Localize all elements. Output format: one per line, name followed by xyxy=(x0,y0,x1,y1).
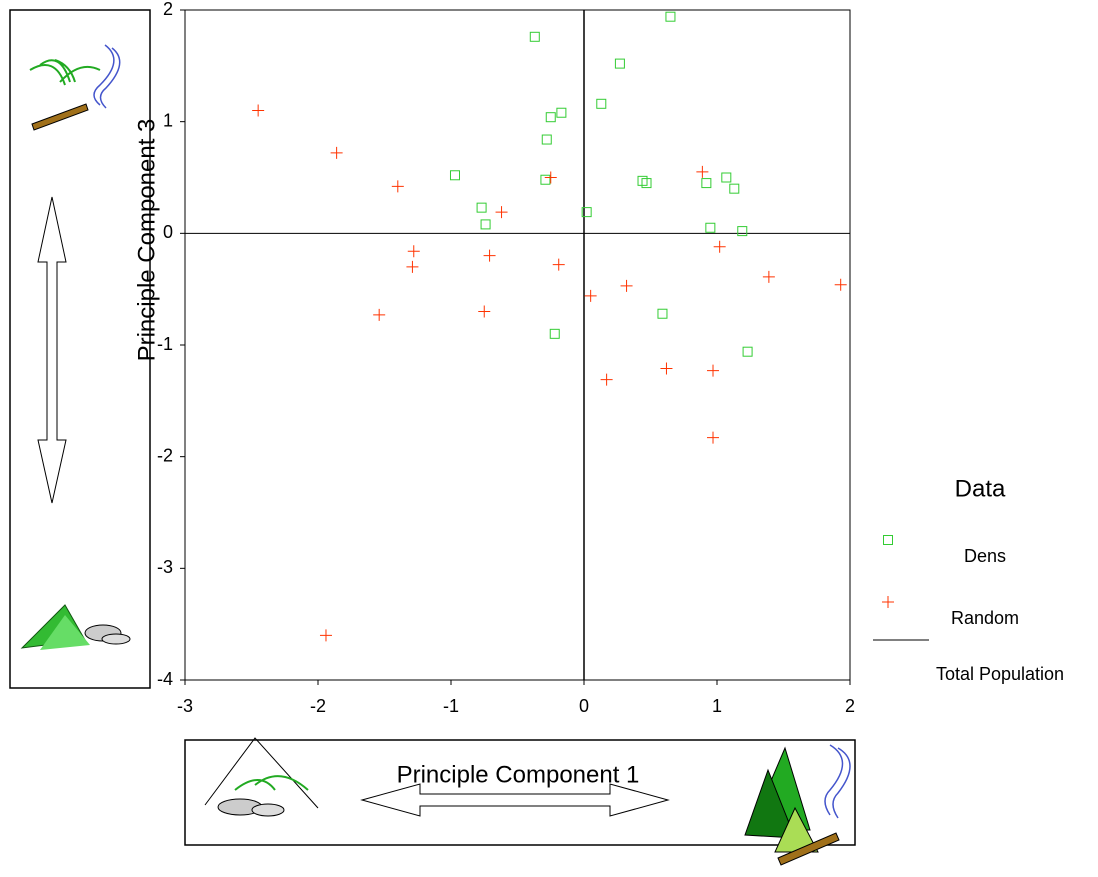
point xyxy=(552,258,565,271)
horizontal-arrow xyxy=(360,783,670,817)
legend-marker xyxy=(883,535,893,545)
y-tick-label: -3 xyxy=(157,557,173,577)
left-panel xyxy=(9,9,151,689)
legend-label: Total Population xyxy=(936,664,1064,684)
point xyxy=(373,308,386,321)
point xyxy=(742,346,753,357)
point xyxy=(596,98,607,109)
forest-icon xyxy=(20,604,131,650)
legend-title: Data xyxy=(955,475,1006,502)
point xyxy=(252,104,265,117)
point xyxy=(637,175,648,186)
point xyxy=(707,364,720,377)
point xyxy=(476,202,487,213)
y-tick-label: 1 xyxy=(163,110,173,130)
x-tick-label: -2 xyxy=(310,696,326,716)
point xyxy=(495,206,508,219)
bottom-panel xyxy=(184,739,856,846)
y-tick-label: -1 xyxy=(157,334,173,354)
point xyxy=(707,431,720,444)
y-tick-label: 2 xyxy=(163,0,173,19)
point xyxy=(721,172,732,183)
point xyxy=(660,362,673,375)
point xyxy=(330,146,343,159)
point xyxy=(614,58,625,69)
x-tick-label: -1 xyxy=(443,696,459,716)
point xyxy=(449,170,460,181)
point xyxy=(478,305,491,318)
point xyxy=(834,278,847,291)
point xyxy=(544,171,557,184)
point xyxy=(713,240,726,253)
legend-label: Dens xyxy=(964,546,1006,566)
x-tick-label: 2 xyxy=(845,696,855,716)
point xyxy=(549,328,560,339)
point xyxy=(483,249,496,262)
point xyxy=(406,260,419,273)
point xyxy=(665,11,676,22)
point xyxy=(480,219,491,230)
x-axis-label: Principle Component 1 xyxy=(397,761,640,788)
point xyxy=(729,183,740,194)
point xyxy=(600,373,613,386)
point xyxy=(657,308,668,319)
tree-icon xyxy=(744,744,851,866)
point xyxy=(541,134,552,145)
x-tick-label: 1 xyxy=(712,696,722,716)
point xyxy=(620,279,633,292)
wet-icon xyxy=(29,44,121,131)
point xyxy=(540,174,551,185)
y-tick-label: -4 xyxy=(157,669,173,689)
point xyxy=(641,178,652,189)
y-tick-label: 0 xyxy=(163,222,173,242)
mountain-icon xyxy=(204,737,319,817)
point xyxy=(529,31,540,42)
point xyxy=(319,629,332,642)
vertical-arrow xyxy=(37,196,67,504)
point xyxy=(391,180,404,193)
plot-frame xyxy=(184,9,851,681)
y-axis-label: Principle Component 3 xyxy=(133,119,160,362)
y-tick-label: -2 xyxy=(157,445,173,465)
point xyxy=(737,226,748,237)
point xyxy=(545,112,556,123)
legend-label: Random xyxy=(951,608,1019,628)
point xyxy=(705,222,716,233)
point xyxy=(556,107,567,118)
legend-marker xyxy=(882,596,894,608)
point xyxy=(581,207,592,218)
point xyxy=(407,245,420,258)
x-tick-label: -3 xyxy=(177,696,193,716)
point xyxy=(696,165,709,178)
point xyxy=(762,270,775,283)
point xyxy=(584,289,597,302)
point xyxy=(701,178,712,189)
x-tick-label: 0 xyxy=(579,696,589,716)
